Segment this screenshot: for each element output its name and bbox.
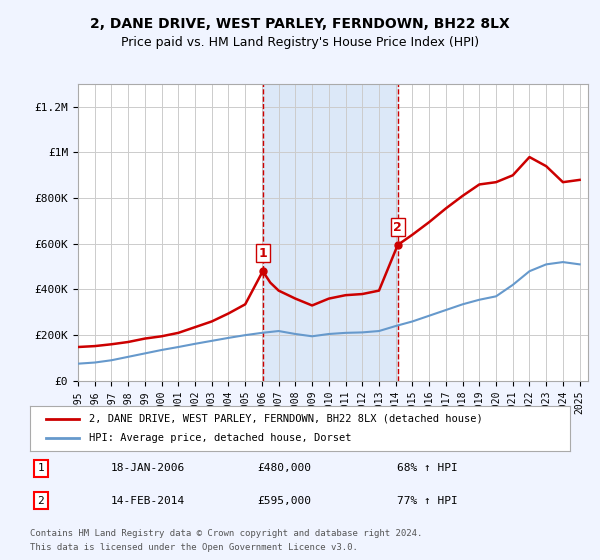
Bar [263,84,398,381]
Text: This data is licensed under the Open Government Licence v3.0.: This data is licensed under the Open Gov… [30,543,358,552]
Text: 68% ↑ HPI: 68% ↑ HPI [397,463,458,473]
Text: 2: 2 [37,496,44,506]
Text: Contains HM Land Registry data © Crown copyright and database right 2024.: Contains HM Land Registry data © Crown c… [30,529,422,538]
Text: £480,000: £480,000 [257,463,311,473]
Text: 2, DANE DRIVE, WEST PARLEY, FERNDOWN, BH22 8LX: 2, DANE DRIVE, WEST PARLEY, FERNDOWN, BH… [90,17,510,31]
Text: 77% ↑ HPI: 77% ↑ HPI [397,496,458,506]
Text: £595,000: £595,000 [257,496,311,506]
Text: 1: 1 [37,463,44,473]
Text: 14-FEB-2014: 14-FEB-2014 [111,496,185,506]
Text: Price paid vs. HM Land Registry's House Price Index (HPI): Price paid vs. HM Land Registry's House … [121,36,479,49]
Text: 18-JAN-2006: 18-JAN-2006 [111,463,185,473]
Text: HPI: Average price, detached house, Dorset: HPI: Average price, detached house, Dors… [89,433,352,444]
Text: 2: 2 [394,221,402,234]
Text: 2, DANE DRIVE, WEST PARLEY, FERNDOWN, BH22 8LX (detached house): 2, DANE DRIVE, WEST PARLEY, FERNDOWN, BH… [89,413,483,423]
Text: 1: 1 [259,247,267,260]
